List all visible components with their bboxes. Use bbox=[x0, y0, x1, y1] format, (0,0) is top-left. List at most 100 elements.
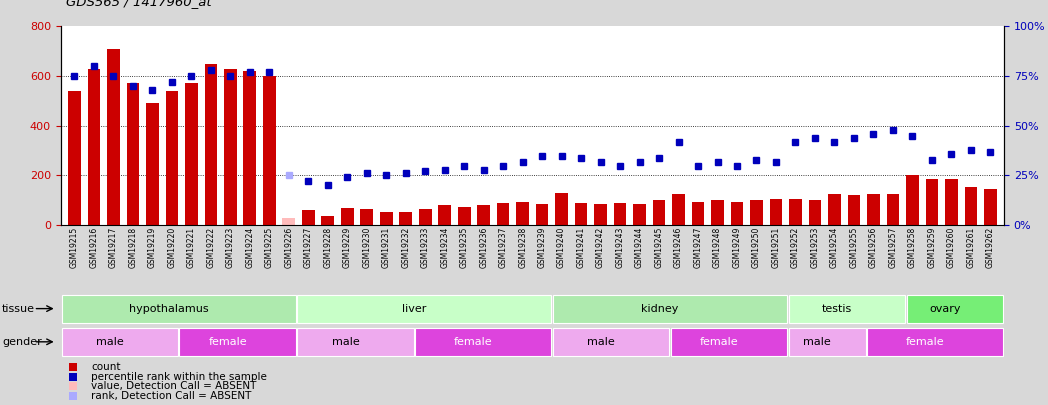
Bar bbox=[769, 199, 782, 225]
Text: GSM19250: GSM19250 bbox=[752, 226, 761, 268]
Bar bbox=[964, 187, 977, 225]
Bar bbox=[419, 209, 432, 225]
Text: GSM19255: GSM19255 bbox=[850, 226, 858, 268]
Bar bbox=[867, 194, 879, 225]
Text: male: male bbox=[587, 337, 615, 347]
Bar bbox=[553, 295, 787, 322]
Text: GSM19257: GSM19257 bbox=[889, 226, 897, 268]
Bar bbox=[788, 328, 866, 356]
Bar bbox=[594, 204, 607, 225]
Bar bbox=[671, 328, 787, 356]
Text: GSM19226: GSM19226 bbox=[284, 226, 293, 268]
Text: liver: liver bbox=[402, 304, 427, 313]
Text: testis: testis bbox=[822, 304, 852, 313]
Text: GSM19248: GSM19248 bbox=[713, 226, 722, 268]
Bar bbox=[438, 205, 451, 225]
Text: GSM19246: GSM19246 bbox=[674, 226, 683, 268]
Text: GDS565 / 1417960_at: GDS565 / 1417960_at bbox=[66, 0, 212, 8]
Bar bbox=[322, 217, 334, 225]
Bar bbox=[848, 195, 860, 225]
Text: GSM19232: GSM19232 bbox=[401, 226, 410, 268]
Bar bbox=[692, 202, 704, 225]
Bar bbox=[672, 194, 685, 225]
Bar bbox=[415, 328, 551, 356]
Text: GSM19240: GSM19240 bbox=[558, 226, 566, 268]
Text: GSM19259: GSM19259 bbox=[927, 226, 936, 268]
Bar bbox=[867, 328, 1003, 356]
Bar bbox=[283, 218, 296, 225]
Text: GSM19235: GSM19235 bbox=[460, 226, 468, 268]
Text: rank, Detection Call = ABSENT: rank, Detection Call = ABSENT bbox=[91, 391, 252, 401]
Text: GSM19229: GSM19229 bbox=[343, 226, 352, 268]
Text: male: male bbox=[332, 337, 359, 347]
Bar bbox=[907, 295, 1003, 322]
Bar bbox=[204, 64, 217, 225]
Text: count: count bbox=[91, 362, 121, 372]
Text: GSM19241: GSM19241 bbox=[576, 226, 586, 268]
Bar bbox=[185, 83, 198, 225]
Text: GSM19236: GSM19236 bbox=[479, 226, 488, 268]
Bar bbox=[574, 203, 588, 225]
Bar bbox=[68, 91, 81, 225]
Bar bbox=[107, 49, 119, 225]
Text: female: female bbox=[209, 337, 247, 347]
Text: GSM19238: GSM19238 bbox=[518, 226, 527, 268]
Text: GSM19244: GSM19244 bbox=[635, 226, 645, 268]
Bar bbox=[243, 71, 256, 225]
Bar bbox=[788, 295, 904, 322]
Text: GSM19221: GSM19221 bbox=[187, 226, 196, 268]
Bar bbox=[127, 83, 139, 225]
Bar bbox=[341, 208, 353, 225]
Text: GSM19225: GSM19225 bbox=[265, 226, 274, 268]
Text: GSM19252: GSM19252 bbox=[791, 226, 800, 268]
Text: GSM19242: GSM19242 bbox=[596, 226, 605, 268]
Text: GSM19245: GSM19245 bbox=[655, 226, 663, 268]
Bar bbox=[887, 194, 899, 225]
Bar bbox=[477, 205, 490, 225]
Text: GSM19218: GSM19218 bbox=[129, 226, 137, 268]
Text: gender: gender bbox=[2, 337, 42, 347]
Text: GSM19219: GSM19219 bbox=[148, 226, 157, 268]
Text: GSM19220: GSM19220 bbox=[168, 226, 176, 268]
Bar bbox=[750, 200, 763, 225]
Bar bbox=[298, 328, 414, 356]
Bar bbox=[653, 200, 665, 225]
Bar bbox=[553, 328, 669, 356]
Text: GSM19228: GSM19228 bbox=[323, 226, 332, 268]
Text: ovary: ovary bbox=[930, 304, 961, 313]
Text: GSM19258: GSM19258 bbox=[908, 226, 917, 268]
Text: GSM19254: GSM19254 bbox=[830, 226, 839, 268]
Text: GSM19234: GSM19234 bbox=[440, 226, 450, 268]
Text: hypothalamus: hypothalamus bbox=[129, 304, 209, 313]
Text: male: male bbox=[804, 337, 831, 347]
Text: GSM19251: GSM19251 bbox=[771, 226, 781, 268]
Text: GSM19227: GSM19227 bbox=[304, 226, 312, 268]
Bar bbox=[730, 202, 743, 225]
Text: GSM19217: GSM19217 bbox=[109, 226, 118, 268]
Text: GSM19247: GSM19247 bbox=[694, 226, 702, 268]
Bar bbox=[399, 211, 412, 225]
Text: GSM19261: GSM19261 bbox=[966, 226, 976, 268]
Text: GSM19230: GSM19230 bbox=[363, 226, 371, 268]
Bar bbox=[497, 203, 509, 225]
Bar bbox=[298, 295, 551, 322]
Text: GSM19216: GSM19216 bbox=[89, 226, 99, 268]
Text: GSM19224: GSM19224 bbox=[245, 226, 255, 268]
Text: female: female bbox=[700, 337, 739, 347]
Text: value, Detection Call = ABSENT: value, Detection Call = ABSENT bbox=[91, 382, 257, 391]
Bar bbox=[379, 211, 393, 225]
Text: tissue: tissue bbox=[2, 304, 35, 313]
Text: GSM19260: GSM19260 bbox=[946, 226, 956, 268]
Text: GSM19253: GSM19253 bbox=[810, 226, 820, 268]
Bar bbox=[555, 193, 568, 225]
Text: GSM19256: GSM19256 bbox=[869, 226, 878, 268]
Text: GSM19233: GSM19233 bbox=[420, 226, 430, 268]
Bar bbox=[224, 68, 237, 225]
Text: GSM19215: GSM19215 bbox=[70, 226, 79, 268]
Text: female: female bbox=[454, 337, 493, 347]
Text: GSM19243: GSM19243 bbox=[615, 226, 625, 268]
Bar bbox=[907, 175, 919, 225]
Text: GSM19262: GSM19262 bbox=[986, 226, 995, 268]
Bar bbox=[146, 103, 158, 225]
Text: GSM19231: GSM19231 bbox=[381, 226, 391, 268]
